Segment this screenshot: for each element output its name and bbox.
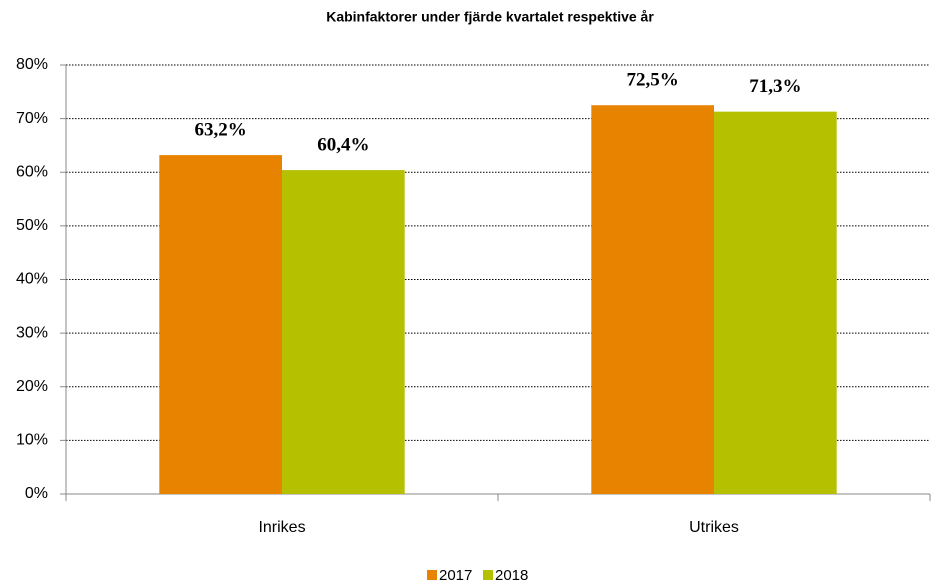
chart-title: Kabinfaktorer under fjärde kvartalet res… xyxy=(326,9,654,25)
y-tick-label: 10% xyxy=(16,432,48,449)
value-label: 63,2% xyxy=(195,119,247,140)
bar xyxy=(591,105,714,494)
value-label: 60,4% xyxy=(317,134,369,155)
y-tick-label: 80% xyxy=(16,56,48,73)
x-tick-label: Utrikes xyxy=(689,519,739,536)
y-tick-label: 30% xyxy=(16,324,48,341)
bar xyxy=(159,155,282,494)
y-tick-label: 60% xyxy=(16,163,48,180)
bar xyxy=(714,111,837,494)
y-tick-label: 20% xyxy=(16,378,48,395)
y-tick-label: 40% xyxy=(16,271,48,288)
x-tick-label: Inrikes xyxy=(258,519,305,536)
y-tick-label: 50% xyxy=(16,217,48,234)
value-label: 71,3% xyxy=(749,76,801,97)
legend-swatch xyxy=(427,570,437,580)
legend-label: 2017 xyxy=(439,567,472,584)
y-tick-label: 0% xyxy=(25,485,48,502)
y-tick-label: 70% xyxy=(16,110,48,127)
legend-label: 2018 xyxy=(495,567,528,584)
value-label: 72,5% xyxy=(627,70,679,91)
bar xyxy=(282,170,405,495)
legend-swatch xyxy=(483,570,493,580)
